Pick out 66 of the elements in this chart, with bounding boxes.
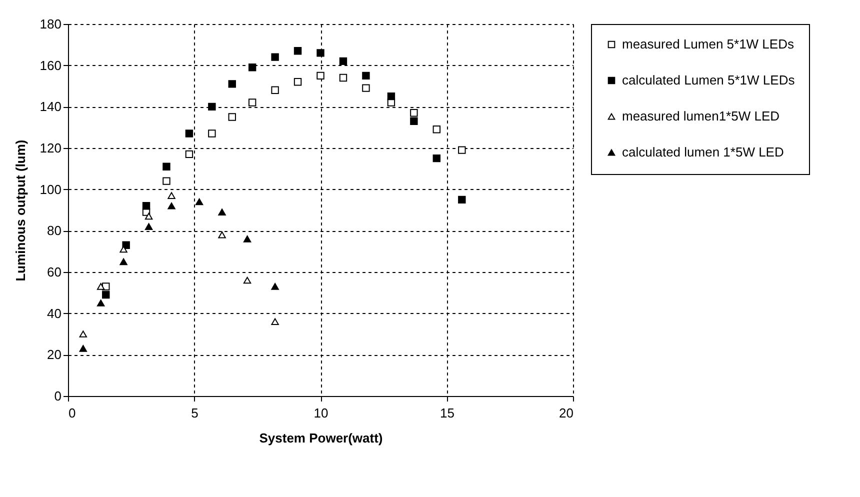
point (96, 283, 105, 290)
point (168, 192, 176, 199)
y-tick-label: 60 (47, 264, 62, 280)
point (79, 345, 88, 352)
point (144, 212, 153, 220)
point (339, 57, 348, 66)
point (248, 98, 256, 106)
x-tick-label: 10 (314, 406, 328, 420)
y-tick-label: 20 (47, 347, 62, 362)
point (243, 276, 252, 284)
point (271, 53, 279, 61)
point (432, 126, 441, 134)
x-tick-label: 15 (440, 406, 454, 420)
point (316, 49, 324, 57)
y-tick-label: 40 (47, 306, 62, 321)
point (271, 318, 279, 326)
y-tick-label: 160 (40, 58, 62, 73)
point (294, 47, 302, 55)
point (387, 92, 396, 100)
x-tick-label: 20 (559, 406, 574, 420)
legend-label: measured Lumen 5*1W LEDs (622, 36, 794, 52)
legend-label: measured lumen1*5W LED (622, 108, 780, 124)
y-tick-label: 100 (40, 182, 62, 197)
x-tick-label: 0 (68, 406, 76, 420)
y-tick-label: 0 (54, 388, 62, 404)
point (458, 146, 466, 154)
y-tick-label: 120 (40, 140, 62, 156)
point (362, 72, 370, 80)
point (102, 290, 110, 299)
point (228, 80, 236, 88)
point (208, 102, 216, 111)
point (248, 64, 256, 72)
point (410, 109, 418, 117)
point (271, 86, 279, 94)
point (362, 84, 370, 92)
point (168, 202, 176, 210)
legend-label: calculated lumen 1*5W LED (622, 144, 784, 160)
point (218, 231, 226, 238)
point (120, 258, 128, 266)
point (185, 150, 194, 158)
y-axis-title: Luminous output (lum) (12, 140, 28, 282)
point (228, 113, 236, 121)
point (243, 236, 252, 242)
y-tick-label: 140 (40, 99, 62, 114)
y-tick-label: 80 (47, 223, 62, 238)
point (79, 330, 88, 338)
legend-label: calculated Lumen 5*1W LEDs (622, 72, 796, 88)
point (208, 130, 216, 138)
point (432, 154, 441, 162)
point (316, 72, 324, 80)
y-tick-label: 180 (40, 16, 62, 32)
point (271, 283, 279, 290)
point (96, 300, 105, 306)
point (162, 177, 170, 185)
point (458, 196, 466, 204)
point (195, 198, 204, 206)
point (294, 78, 302, 86)
x-tick-label: 5 (191, 406, 198, 420)
x-axis-title: System Power(watt) (259, 430, 383, 446)
point (162, 162, 170, 170)
point (144, 223, 153, 230)
point (218, 208, 226, 216)
point (339, 74, 348, 82)
point (410, 117, 418, 125)
point (185, 130, 194, 138)
point (142, 202, 150, 210)
